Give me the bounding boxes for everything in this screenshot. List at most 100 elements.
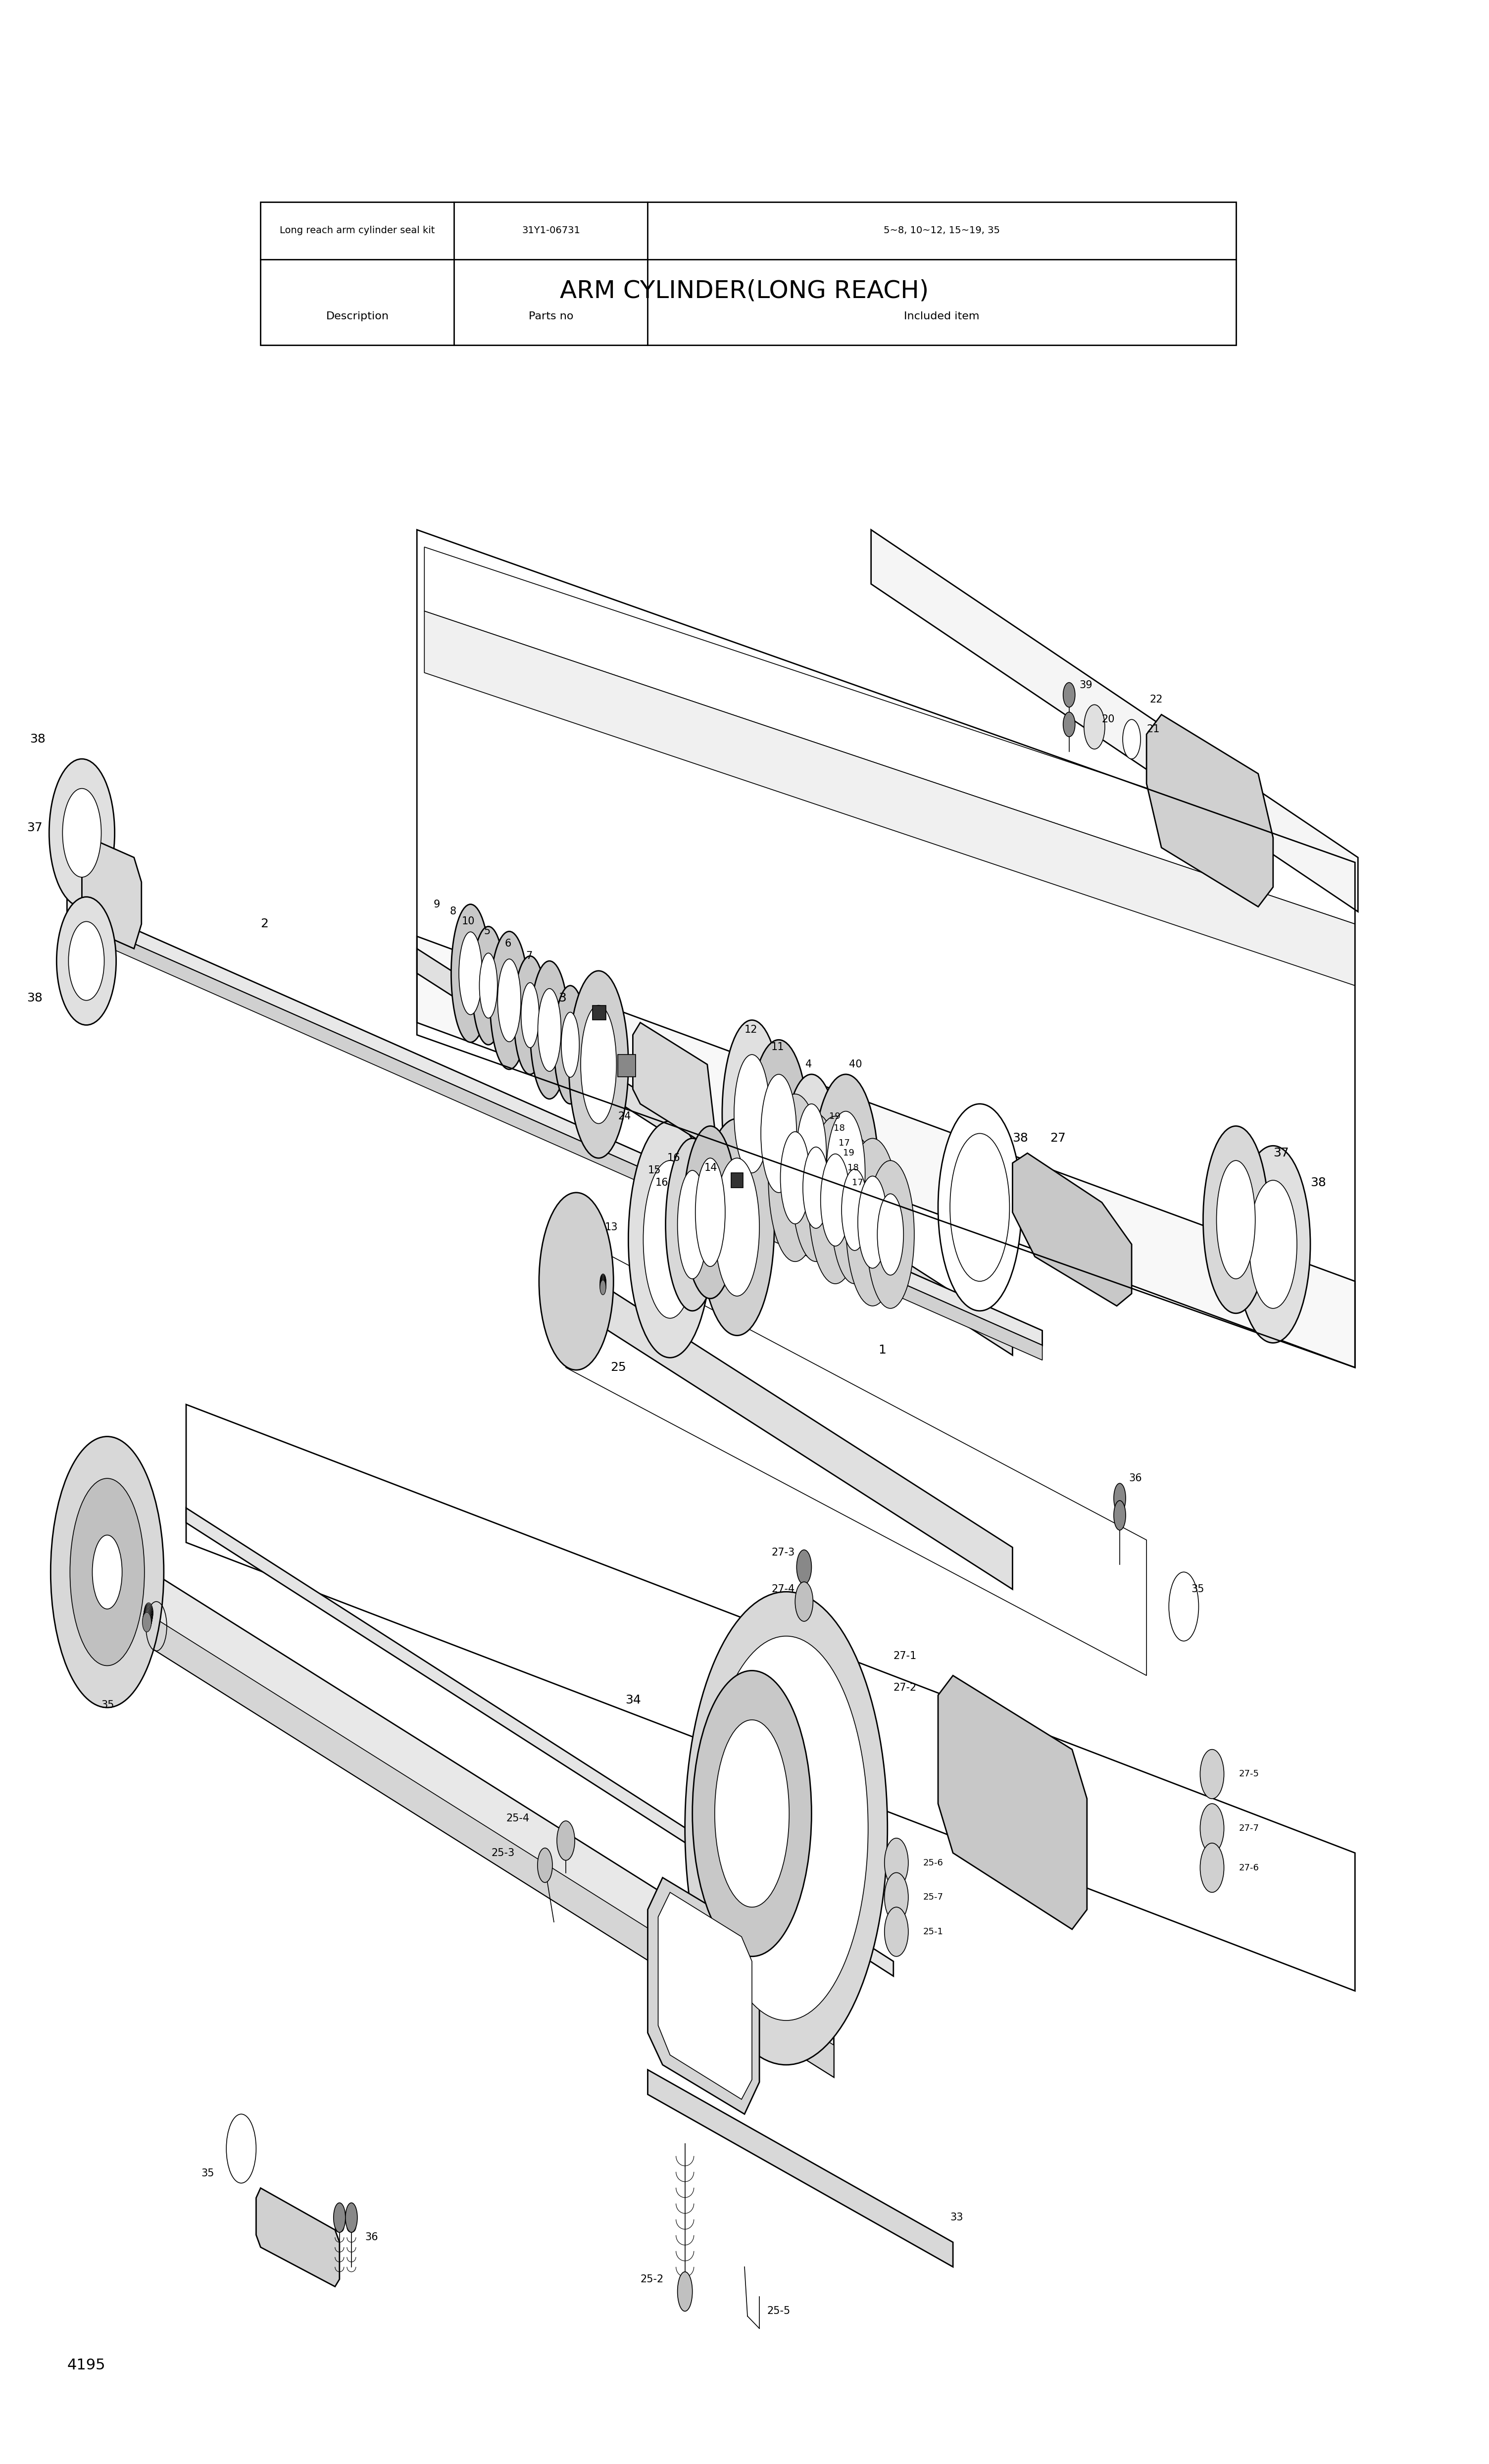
Text: 15: 15 [648,1165,661,1175]
Text: 35: 35 [1191,1584,1205,1594]
Text: 21: 21 [1147,724,1160,734]
Ellipse shape [530,961,569,1099]
Text: 25-5: 25-5 [767,2306,791,2316]
Ellipse shape [144,1602,153,1621]
Polygon shape [938,1676,1087,1929]
Ellipse shape [600,1279,606,1294]
Text: 25-7: 25-7 [923,1892,944,1902]
Polygon shape [1013,1153,1132,1306]
Ellipse shape [143,1609,152,1629]
Ellipse shape [538,988,561,1072]
Ellipse shape [479,954,497,1018]
Ellipse shape [704,1636,868,2020]
Text: 4195: 4195 [67,2358,106,2373]
Ellipse shape [826,1111,865,1234]
Text: 27-2: 27-2 [893,1683,917,1693]
Ellipse shape [683,1126,737,1299]
Text: 38: 38 [1310,1178,1327,1188]
Text: 27-3: 27-3 [771,1547,795,1557]
Polygon shape [648,1878,759,2114]
Text: 25: 25 [610,1363,627,1372]
Text: 9: 9 [433,899,439,909]
Text: 27: 27 [1050,1133,1066,1143]
Text: 19: 19 [843,1148,855,1158]
Text: 12: 12 [744,1025,758,1035]
Ellipse shape [1249,1180,1297,1308]
Ellipse shape [867,1161,914,1308]
Ellipse shape [538,1848,552,1882]
Ellipse shape [144,1604,153,1624]
Ellipse shape [950,1133,1010,1281]
Ellipse shape [780,1131,810,1225]
Text: 7: 7 [526,951,532,961]
Polygon shape [424,611,1355,986]
Ellipse shape [761,1074,797,1193]
Bar [261,202,1236,345]
Ellipse shape [677,1170,707,1279]
Text: 27-7: 27-7 [1239,1823,1260,1833]
Text: 24: 24 [618,1111,631,1121]
Text: 19: 19 [829,1111,841,1121]
Ellipse shape [938,1104,1021,1311]
Text: 27-6: 27-6 [1239,1863,1260,1873]
Text: 25-1: 25-1 [923,1927,944,1937]
Text: 31Y1-06731: 31Y1-06731 [521,227,581,237]
Ellipse shape [813,1074,879,1271]
Ellipse shape [561,1013,579,1077]
Polygon shape [67,899,1042,1345]
Ellipse shape [1200,1804,1224,1853]
Ellipse shape [70,1478,144,1666]
Polygon shape [89,1577,834,2077]
Ellipse shape [1114,1501,1126,1530]
Ellipse shape [92,1535,122,1609]
Ellipse shape [51,1437,164,1708]
Ellipse shape [143,1607,152,1626]
Ellipse shape [877,1193,904,1276]
Ellipse shape [1063,712,1075,737]
Ellipse shape [795,1582,813,1621]
Text: 18: 18 [834,1124,846,1133]
Text: 36: 36 [365,2232,378,2242]
Ellipse shape [345,2203,357,2232]
Bar [593,1005,606,1020]
Polygon shape [566,1262,1013,1589]
Text: ARM CYLINDER(LONG REACH): ARM CYLINDER(LONG REACH) [560,278,929,303]
Bar [618,1055,636,1077]
Text: 16: 16 [655,1178,669,1188]
Ellipse shape [1203,1126,1269,1313]
Ellipse shape [600,1274,606,1289]
Ellipse shape [57,897,116,1025]
Ellipse shape [539,1193,613,1370]
Polygon shape [417,936,1355,1368]
Text: 38: 38 [27,993,43,1003]
Text: 2: 2 [261,919,268,929]
Ellipse shape [858,1175,887,1269]
Polygon shape [256,2188,339,2287]
Polygon shape [67,914,1042,1360]
Text: Description: Description [326,310,389,320]
Polygon shape [658,1892,752,2099]
Ellipse shape [831,1136,879,1284]
Ellipse shape [68,922,104,1000]
Ellipse shape [1123,719,1141,759]
Ellipse shape [768,1094,822,1262]
Text: 35: 35 [201,2168,214,2178]
Ellipse shape [792,1114,840,1262]
Text: 20: 20 [1102,715,1115,724]
Text: 18: 18 [847,1163,859,1173]
Ellipse shape [797,1550,812,1584]
Text: 25-4: 25-4 [506,1814,530,1823]
Ellipse shape [143,1611,152,1631]
Polygon shape [871,530,1358,912]
Text: 35: 35 [101,1700,115,1710]
Ellipse shape [628,1121,712,1358]
Text: 16: 16 [667,1153,680,1163]
Ellipse shape [820,1153,850,1247]
Text: 5: 5 [484,926,490,936]
Ellipse shape [809,1116,862,1284]
Text: 37: 37 [1273,1148,1289,1158]
Text: Included item: Included item [904,310,980,320]
Ellipse shape [722,1020,782,1207]
Ellipse shape [1084,705,1105,749]
Ellipse shape [1063,683,1075,707]
